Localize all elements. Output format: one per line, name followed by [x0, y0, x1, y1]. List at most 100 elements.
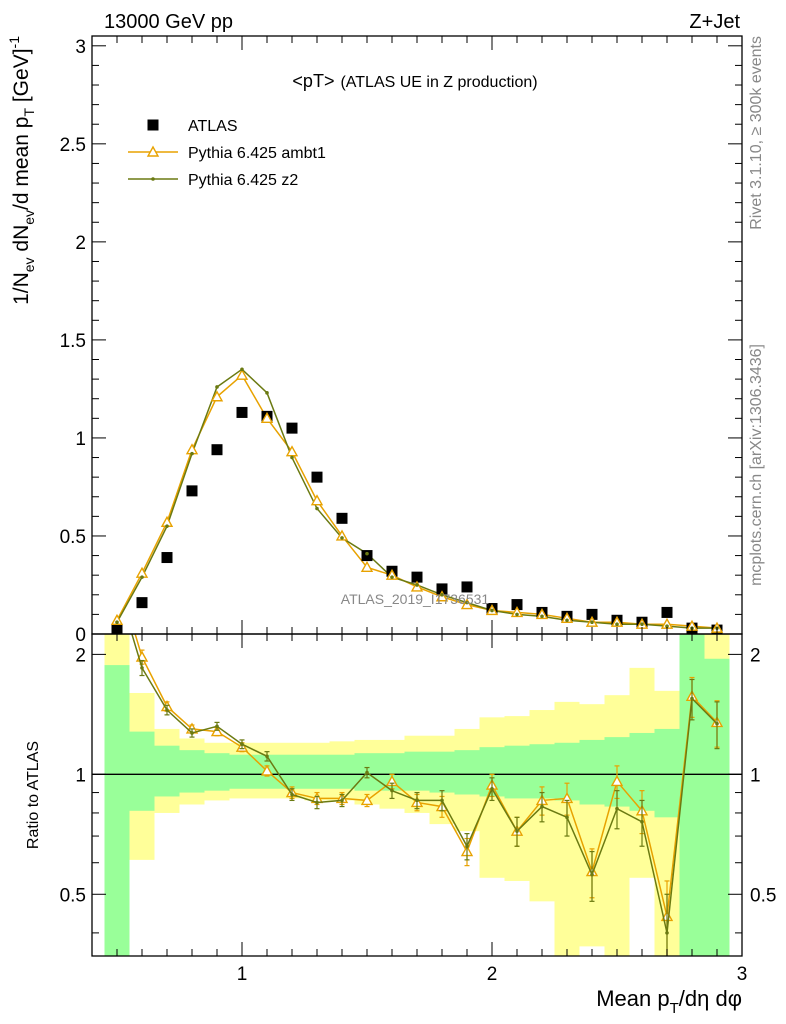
- data-point-atlas: [336, 512, 348, 524]
- ratio-band-stat-bin: [504, 745, 530, 799]
- ratio-y-tick-label-right: 1: [750, 765, 761, 786]
- data-point-atlas: [311, 471, 323, 483]
- ratio-point-pythia-6-425-ambt1: [112, 568, 122, 577]
- data-point-atlas: [161, 552, 173, 564]
- ratio-y-axis-label: Ratio to ATLAS: [25, 741, 42, 849]
- data-point-pythia-6-425-ambt1: [260, 411, 274, 424]
- data-point-atlas: [136, 597, 148, 609]
- ratio-band-stat-bin: [329, 754, 355, 789]
- data-point-pythia-6-425-z2: [615, 622, 619, 626]
- ratio-point-pythia-6-425-z2: [365, 770, 369, 775]
- ratio-band-stat-bin: [654, 728, 680, 818]
- ratio-band-stat-bin: [179, 750, 205, 793]
- ratio-point-pythia-6-425-z2: [415, 798, 419, 803]
- energy-label: 13000 GeV pp: [104, 11, 233, 33]
- ratio-band-stat-bin: [104, 665, 130, 956]
- ratio-point-pythia-6-425-z2: [540, 804, 544, 809]
- data-point-pythia-6-425-z2: [215, 385, 219, 389]
- main-y-tick-label: 2.5: [60, 135, 86, 156]
- data-point-atlas: [186, 485, 198, 497]
- main-y-tick-label: 3: [75, 37, 86, 58]
- data-point-pythia-6-425-z2: [515, 612, 519, 617]
- x-tick-label: 1: [237, 964, 248, 985]
- data-point-pythia-6-425-z2: [540, 614, 544, 619]
- data-point-pythia-6-425-z2: [165, 524, 169, 528]
- data-point-pythia-6-425-z2: [340, 536, 344, 540]
- ratio-band-stat-bin: [154, 745, 180, 797]
- legend-label-pythia-6-425-ambt1: Pythia 6.425 ambt1: [188, 145, 326, 162]
- ratio-point-pythia-6-425-z2: [140, 666, 144, 670]
- ratio-point-pythia-6-425-z2: [240, 742, 244, 747]
- ratio-point-pythia-6-425-z2: [590, 872, 594, 877]
- x-tick-label: 2: [487, 964, 498, 985]
- ratio-band-stat-bin: [204, 753, 230, 791]
- ratio-point-pythia-6-425-z2: [165, 708, 169, 712]
- ratio-point-pythia-6-425-z2: [665, 931, 669, 935]
- ratio-band-stat-bin: [229, 754, 255, 789]
- ratio-band-stat-bin: [429, 751, 455, 793]
- data-point-atlas: [286, 422, 298, 434]
- legend-marker-atlas: [147, 119, 159, 131]
- legend-marker-pythia-6-425-z2: [151, 177, 155, 181]
- data-point-pythia-6-425-ambt1: [610, 615, 624, 627]
- analysis-watermark: ATLAS_2019_I1736531: [341, 591, 490, 607]
- data-point-atlas: [211, 444, 223, 456]
- ratio-point-pythia-6-425-z2: [115, 582, 119, 586]
- ratio-y-tick-label: 0.5: [60, 885, 86, 906]
- ratio-band-stat-bin: [304, 754, 330, 789]
- data-point-pythia-6-425-ambt1: [385, 568, 399, 580]
- legend: ATLAS Pythia 6.425 ambt1 Pythia 6.425 z2: [128, 118, 326, 189]
- mcplots-label: mcplots.cern.ch [arXiv:1306.3436]: [748, 344, 765, 586]
- data-point-pythia-6-425-z2: [140, 575, 144, 579]
- ratio-point-pythia-6-425-ambt1: [260, 764, 274, 776]
- data-point-atlas: [411, 571, 423, 583]
- data-point-pythia-6-425-ambt1: [310, 494, 324, 506]
- ratio-band-stat-bin: [279, 754, 305, 789]
- data-point-pythia-6-425-ambt1: [535, 607, 549, 620]
- data-point-atlas: [236, 406, 248, 418]
- data-point-atlas: [586, 608, 598, 620]
- ratio-point-pythia-6-425-z2: [465, 844, 469, 849]
- data-point-pythia-6-425-z2: [240, 367, 244, 372]
- ratio-y-tick-label-right: 2: [750, 645, 761, 666]
- data-point-pythia-6-425-ambt1: [110, 613, 124, 625]
- data-point-pythia-6-425-z2: [390, 575, 394, 579]
- data-point-pythia-6-425-ambt1: [285, 445, 299, 457]
- data-point-pythia-6-425-ambt1: [360, 560, 374, 573]
- data-point-atlas: [436, 583, 448, 595]
- data-point-pythia-6-425-z2: [590, 620, 594, 625]
- chart-title-main: <pT>: [292, 71, 334, 91]
- ratio-band-stat-bin: [129, 731, 155, 811]
- ratio-point-pythia-6-425-z2: [715, 721, 719, 726]
- ratio-point-pythia-6-425-ambt1: [360, 793, 374, 806]
- data-point-pythia-6-425-z2: [640, 622, 644, 626]
- ratio-point-pythia-6-425-z2: [690, 696, 694, 701]
- ratio-point-pythia-6-425-z2: [640, 820, 644, 824]
- axes: 0 0.5 1 1.5 2 2.5 3 1 2 3 0.5 0.5 1 1 2 2: [60, 35, 776, 985]
- ratio-point-pythia-6-425-z2: [390, 788, 394, 793]
- data-point-pythia-6-425-ambt1: [210, 390, 224, 402]
- data-point-pythia-6-425-z2: [415, 583, 419, 587]
- ratio-point-pythia-6-425-ambt1: [210, 725, 224, 737]
- ratio-point-pythia-6-425-z2: [440, 798, 444, 803]
- ratio-point-pythia-6-425-z2: [290, 792, 294, 797]
- data-point-atlas: [361, 550, 373, 562]
- ratio-y-tick-label-right: 0.5: [750, 885, 776, 906]
- ratio-point-pythia-6-425-z2: [565, 815, 569, 820]
- data-point-pythia-6-425-z2: [190, 451, 194, 456]
- data-point-atlas: [461, 581, 473, 593]
- ratio-band-stat-bin: [579, 739, 605, 805]
- main-y-tick-label: 0: [75, 625, 86, 646]
- ratio-point-pythia-6-425-z2: [265, 754, 269, 759]
- main-series: [110, 367, 724, 634]
- data-point-pythia-6-425-z2: [315, 506, 319, 511]
- data-point-atlas: [511, 599, 523, 611]
- ratio-band-total-bin: [504, 716, 530, 881]
- ratio-series: [112, 568, 724, 956]
- main-y-tick-label: 0.5: [60, 527, 86, 548]
- ratio-y-tick-label: 2: [75, 645, 86, 666]
- data-point-pythia-6-425-z2: [665, 624, 669, 628]
- ratio-point-pythia-6-425-ambt1: [610, 774, 624, 787]
- ratio-band-stat-bin: [454, 750, 480, 795]
